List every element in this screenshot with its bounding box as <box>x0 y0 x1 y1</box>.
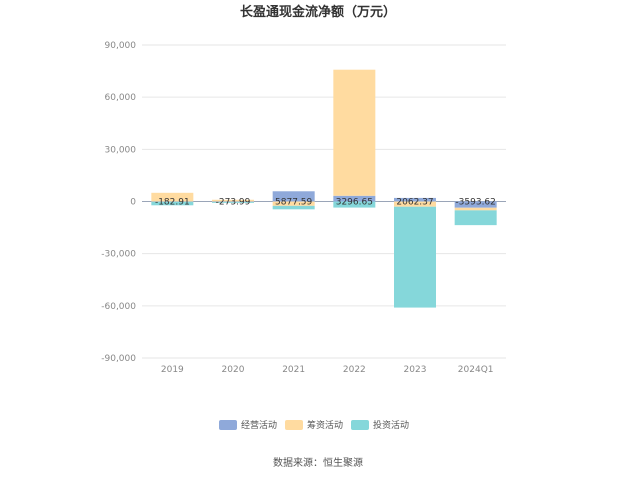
data-label: 2062.37 <box>396 198 433 208</box>
legend-item[interactable]: 筹资活动 <box>285 419 343 431</box>
bar-segment[interactable] <box>333 195 376 202</box>
bar-segment[interactable] <box>272 191 315 202</box>
bar-segment[interactable] <box>151 192 194 202</box>
bar-segment[interactable] <box>394 206 436 308</box>
chart-title: 长盈通现金流净额（万元） <box>240 4 396 20</box>
legend-swatch <box>285 420 303 430</box>
bar-segment[interactable] <box>454 201 497 208</box>
x-tick-label: 2020 <box>222 365 245 375</box>
data-label: -182.91 <box>155 198 190 208</box>
y-tick-label: -60,000 <box>101 302 136 312</box>
legend-swatch <box>219 420 237 430</box>
x-tick-label: 2022 <box>343 365 366 375</box>
x-tick-label: 2019 <box>161 365 184 375</box>
legend-item[interactable]: 经营活动 <box>219 419 277 431</box>
x-tick-label: 2021 <box>282 365 305 375</box>
bar-segment[interactable] <box>454 207 497 211</box>
y-tick-label: 0 <box>130 198 136 208</box>
bars <box>151 69 497 308</box>
data-label: -3593.62 <box>455 198 495 208</box>
bar-segment[interactable] <box>151 201 194 206</box>
x-tick-label: 2023 <box>404 365 427 375</box>
y-tick-label: 60,000 <box>105 93 137 103</box>
legend-label: 筹资活动 <box>307 419 343 431</box>
bar-segment[interactable] <box>272 201 315 206</box>
data-label: 3296.65 <box>336 198 373 208</box>
bar-segment[interactable] <box>333 69 376 196</box>
data-label: 5877.59 <box>275 198 312 208</box>
legend-swatch <box>351 420 369 430</box>
bar-segment[interactable] <box>454 210 497 226</box>
bar-segment[interactable] <box>272 205 315 210</box>
bar-segment[interactable] <box>212 201 254 203</box>
bar-segment[interactable] <box>394 197 436 202</box>
y-tick-label: -90,000 <box>101 354 136 364</box>
y-tick-label: 30,000 <box>105 145 137 155</box>
legend[interactable]: 经营活动 筹资活动 投资活动 <box>219 419 409 431</box>
x-tick-label: 2024Q1 <box>458 365 494 375</box>
bar-segment[interactable] <box>212 201 254 203</box>
gridlines <box>142 44 506 359</box>
bar-segment[interactable] <box>333 201 376 208</box>
source-note: 数据来源：恒生聚源 <box>273 456 363 469</box>
y-tick-label: -30,000 <box>101 250 136 260</box>
data-label: -273.99 <box>216 198 251 208</box>
bar-segment[interactable] <box>151 201 194 203</box>
bar-segment[interactable] <box>394 201 436 207</box>
x-axis: 2019 2020 2021 2022 2023 2024Q1 <box>161 365 494 375</box>
y-axis: 90,000 60,000 30,000 0 -30,000 -60,000 -90,000 <box>101 41 136 364</box>
data-labels: -182.91 -273.99 5877.59 3296.65 2062.37 -3593… <box>155 198 496 208</box>
legend-label: 投资活动 <box>373 419 409 431</box>
y-tick-label: 90,000 <box>105 41 137 51</box>
legend-item[interactable]: 投资活动 <box>351 419 409 431</box>
bar-segment[interactable] <box>212 199 254 202</box>
legend-label: 经营活动 <box>241 419 277 431</box>
